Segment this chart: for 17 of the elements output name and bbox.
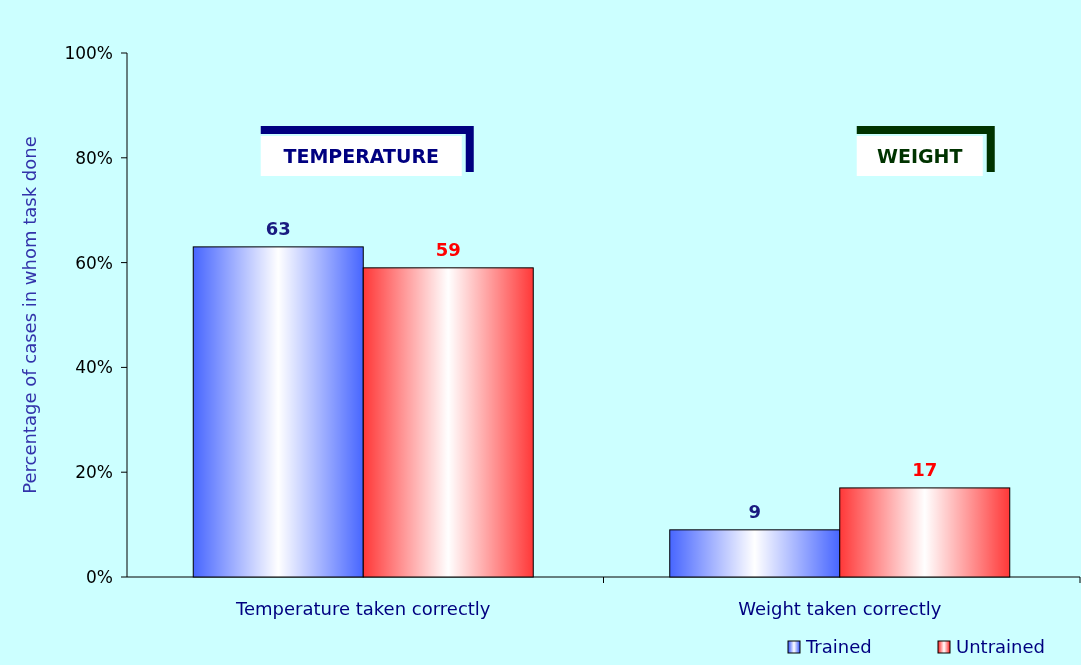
annotation: TEMPERATURE bbox=[283, 144, 440, 167]
y-tick-label: 100% bbox=[64, 42, 113, 63]
y-tick-label: 60% bbox=[75, 252, 113, 273]
y-tick-label: 80% bbox=[75, 147, 113, 168]
annotation: WEIGHT bbox=[877, 144, 963, 167]
y-tick-label: 20% bbox=[75, 462, 113, 483]
data-label: 63 bbox=[265, 217, 291, 239]
data-label: 9 bbox=[748, 500, 762, 522]
y-axis-title: Percentage of cases in whom task done bbox=[19, 136, 40, 494]
data-label: 59 bbox=[435, 238, 461, 260]
y-tick-label: 0% bbox=[86, 566, 113, 587]
data-label: 17 bbox=[912, 458, 938, 480]
legend-label: Trained bbox=[805, 636, 872, 658]
x-tick-label: Temperature taken correctly bbox=[235, 598, 491, 619]
y-tick-label: 40% bbox=[75, 357, 113, 378]
x-tick-label: Weight taken correctly bbox=[738, 598, 942, 619]
legend-label: Untrained bbox=[956, 636, 1045, 658]
